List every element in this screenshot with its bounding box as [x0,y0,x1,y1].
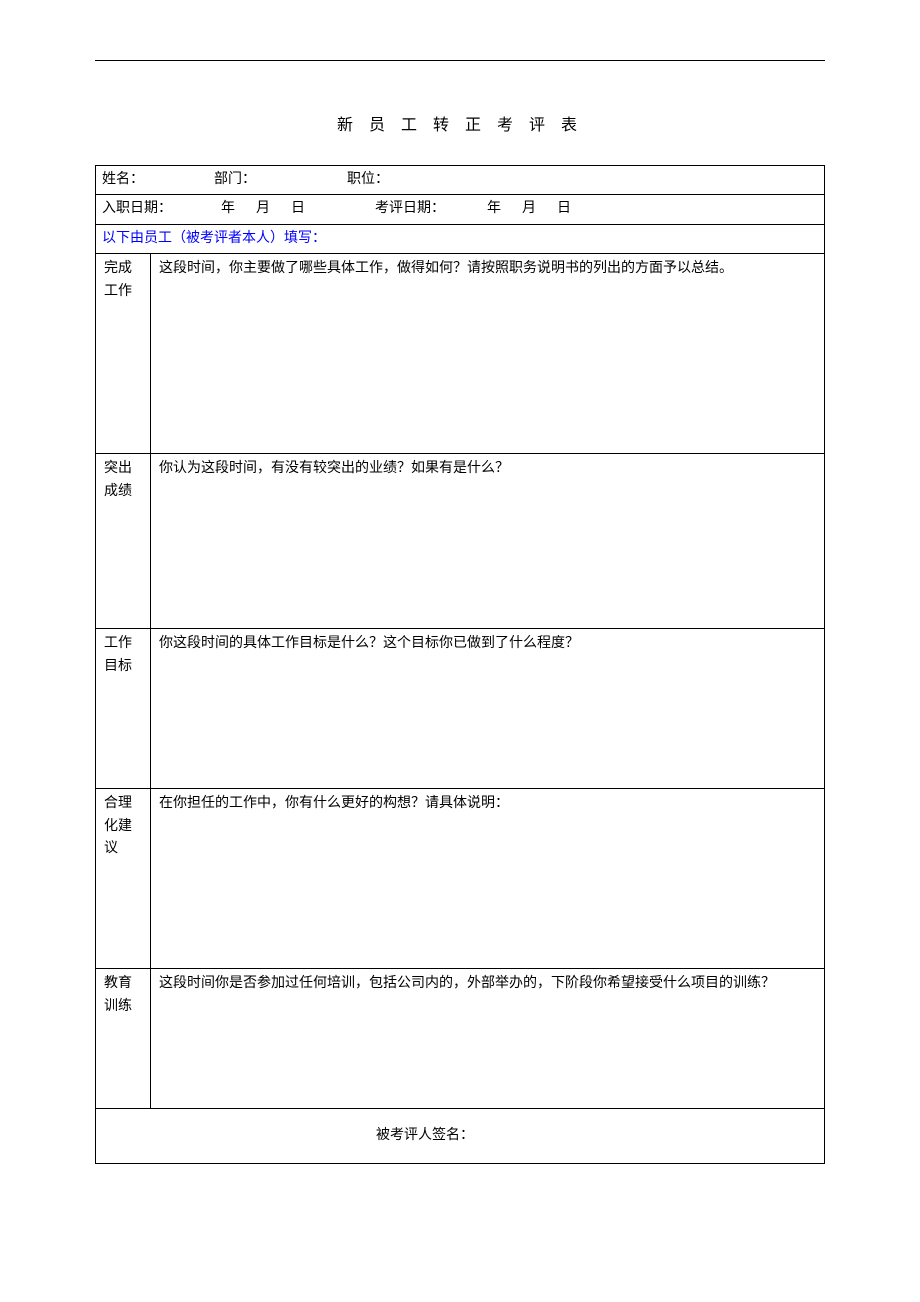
label-suggestions: 合理化建议 [96,789,151,969]
year-label-2: 年 [487,201,501,216]
eval-date-label: 考评日期： [375,201,445,216]
section-note-row: 以下由员工（被考评者本人）填写： [96,224,825,253]
row-goals: 工作目标 你这段时间的具体工作目标是什么？这个目标你已做到了什么程度？ [96,629,825,789]
signature-label: 被考评人签名： [96,1109,825,1164]
label-training: 教育训练 [96,969,151,1109]
month-label-2: 月 [522,201,536,216]
row-achievements: 突出成绩 你认为这段时间，有没有较突出的业绩？如果有是什么？ [96,454,825,629]
label-completed-work: 完成工作 [96,254,151,454]
day-label-1: 日 [291,201,305,216]
section-note: 以下由员工（被考评者本人）填写： [96,224,825,253]
day-label-2: 日 [557,201,571,216]
month-label-1: 月 [256,201,270,216]
prompt-suggestions: 在你担任的工作中，你有什么更好的构想？请具体说明： [151,789,825,969]
top-divider [95,60,825,61]
label-achievements: 突出成绩 [96,454,151,629]
info-row-2: 入职日期： 年 月 日 考评日期： 年 月 日 [96,195,825,224]
row-completed-work: 完成工作 这段时间，你主要做了哪些具体工作，做得如何？请按照职务说明书的列出的方… [96,254,825,454]
row-training: 教育训练 这段时间你是否参加过任何培训，包括公司内的，外部举办的，下阶段你希望接… [96,969,825,1109]
prompt-completed-work: 这段时间，你主要做了哪些具体工作，做得如何？请按照职务说明书的列出的方面予以总结… [151,254,825,454]
page-title: 新 员 工 转 正 考 评 表 [95,111,825,135]
prompt-achievements: 你认为这段时间，有没有较突出的业绩？如果有是什么？ [151,454,825,629]
position-label: 职位： [347,172,389,187]
evaluation-form-table: 姓名： 部门： 职位： 入职日期： 年 月 日 考评日期： 年 月 日 以下由员… [95,165,825,1164]
signature-row: 被考评人签名： [96,1109,825,1164]
info-row-1: 姓名： 部门： 职位： [96,166,825,195]
entry-date-label: 入职日期： [102,201,172,216]
prompt-goals: 你这段时间的具体工作目标是什么？这个目标你已做到了什么程度？ [151,629,825,789]
label-goals: 工作目标 [96,629,151,789]
prompt-training: 这段时间你是否参加过任何培训，包括公司内的，外部举办的，下阶段你希望接受什么项目… [151,969,825,1109]
name-label: 姓名： [102,172,144,187]
year-label-1: 年 [221,201,235,216]
row-suggestions: 合理化建议 在你担任的工作中，你有什么更好的构想？请具体说明： [96,789,825,969]
dept-label: 部门： [214,172,256,187]
